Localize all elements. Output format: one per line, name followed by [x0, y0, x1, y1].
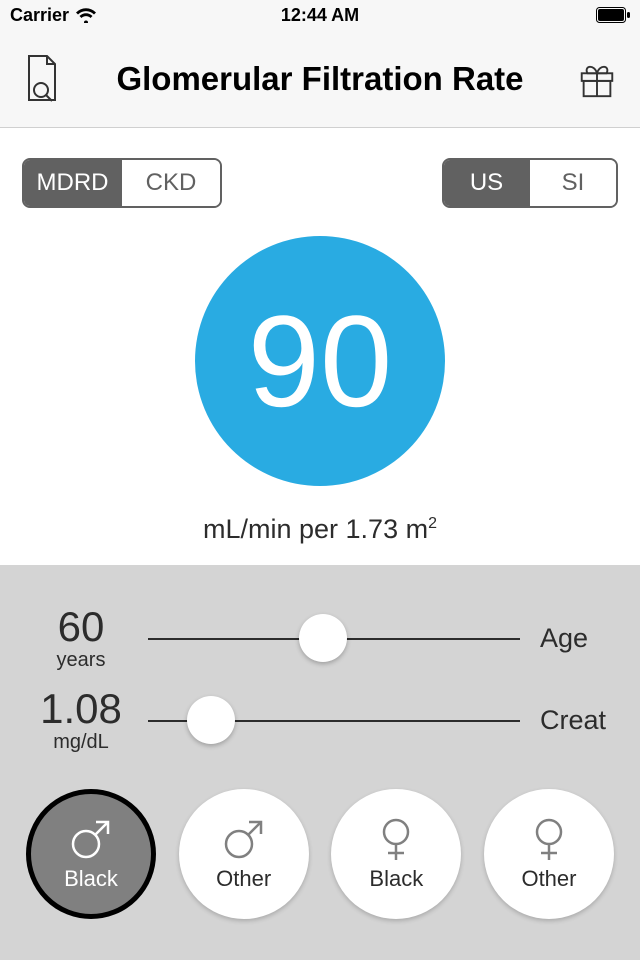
carrier-label: Carrier [10, 5, 69, 26]
creat-slider-row: 1.08 mg/dL Creat [22, 679, 618, 761]
age-slider-row: 60 years Age [22, 597, 618, 679]
segment-mdrd[interactable]: MDRD [24, 160, 122, 206]
gift-icon[interactable] [576, 54, 618, 104]
creat-value-col: 1.08 mg/dL [22, 688, 140, 752]
creat-value: 1.08 [22, 688, 140, 730]
age-unit: years [22, 650, 140, 670]
demo-label: Black [369, 866, 423, 892]
battery-icon [596, 7, 630, 23]
age-label: Age [528, 623, 618, 654]
status-right [596, 7, 630, 23]
male-icon [68, 816, 114, 862]
demo-male-other[interactable]: Other [179, 789, 309, 919]
demo-female-other[interactable]: Other [484, 789, 614, 919]
status-time: 12:44 AM [281, 5, 359, 26]
segment-us[interactable]: US [444, 160, 530, 206]
age-slider[interactable] [148, 614, 520, 662]
controls-panel: 60 years Age 1.08 mg/dL Creat Black [0, 565, 640, 960]
result-area: 90 mL/min per 1.73 m2 [0, 228, 640, 545]
demo-label: Black [64, 866, 118, 892]
demo-label: Other [216, 866, 271, 892]
creat-slider-thumb[interactable] [187, 696, 235, 744]
segment-si[interactable]: SI [530, 160, 616, 206]
result-circle: 90 [195, 236, 445, 486]
demographics-row: Black Other Black Other [22, 789, 618, 919]
result-unit-exp: 2 [428, 515, 437, 532]
document-search-icon[interactable] [22, 54, 64, 104]
female-icon [373, 816, 419, 862]
female-icon [526, 816, 572, 862]
creat-unit: mg/dL [22, 732, 140, 752]
segment-ckd[interactable]: CKD [122, 160, 220, 206]
result-unit: mL/min per 1.73 m2 [203, 514, 437, 545]
units-segment: US SI [442, 158, 618, 208]
demo-female-black[interactable]: Black [331, 789, 461, 919]
creat-label: Creat [528, 705, 618, 736]
result-value: 90 [248, 296, 393, 426]
formula-segment: MDRD CKD [22, 158, 222, 208]
creat-slider[interactable] [148, 696, 520, 744]
status-left: Carrier [10, 5, 97, 26]
nav-bar: Glomerular Filtration Rate [0, 30, 640, 128]
status-bar: Carrier 12:44 AM [0, 0, 640, 30]
page-title: Glomerular Filtration Rate [64, 60, 576, 98]
age-value-col: 60 years [22, 606, 140, 670]
age-slider-thumb[interactable] [299, 614, 347, 662]
demo-male-black[interactable]: Black [26, 789, 156, 919]
age-value: 60 [22, 606, 140, 648]
demo-label: Other [521, 866, 576, 892]
male-icon [221, 816, 267, 862]
result-unit-prefix: mL/min per 1.73 m [203, 514, 428, 544]
wifi-icon [75, 7, 97, 23]
segments-row: MDRD CKD US SI [0, 128, 640, 228]
